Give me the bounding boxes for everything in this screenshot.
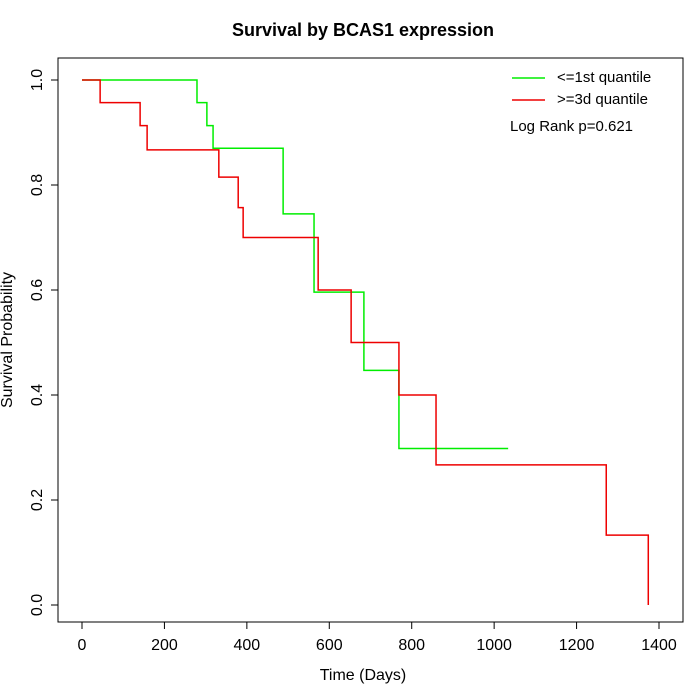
x-tick-label: 1000 (476, 637, 512, 654)
y-tick-label: 1.0 (29, 69, 46, 91)
x-tick-label: 1200 (559, 637, 595, 654)
y-axis-label: Survival Probability (0, 272, 16, 408)
y-tick-label: 0.8 (29, 174, 46, 196)
x-tick-label: 400 (234, 637, 261, 654)
legend-label: >=3d quantile (557, 91, 648, 108)
survival-line (82, 79, 650, 605)
y-tick-label: 0.0 (29, 594, 46, 616)
x-tick-label: 800 (398, 637, 425, 654)
chart-title: Survival by BCAS1 expression (232, 20, 494, 40)
survival-line (82, 79, 509, 450)
x-tick-label: 0 (78, 637, 87, 654)
x-tick-label: 200 (151, 637, 178, 654)
plot-frame (57, 57, 684, 623)
x-axis-label: Time (Days) (320, 667, 407, 684)
annotation: Log Rank p=0.621 (510, 118, 633, 135)
y-tick-label: 0.2 (29, 489, 46, 511)
legend-label: <=1st quantile (557, 69, 651, 86)
y-tick-label: 0.4 (29, 384, 46, 406)
x-tick-label: 1400 (641, 637, 677, 654)
y-tick-label: 0.6 (29, 279, 46, 301)
x-tick-label: 600 (316, 637, 343, 654)
